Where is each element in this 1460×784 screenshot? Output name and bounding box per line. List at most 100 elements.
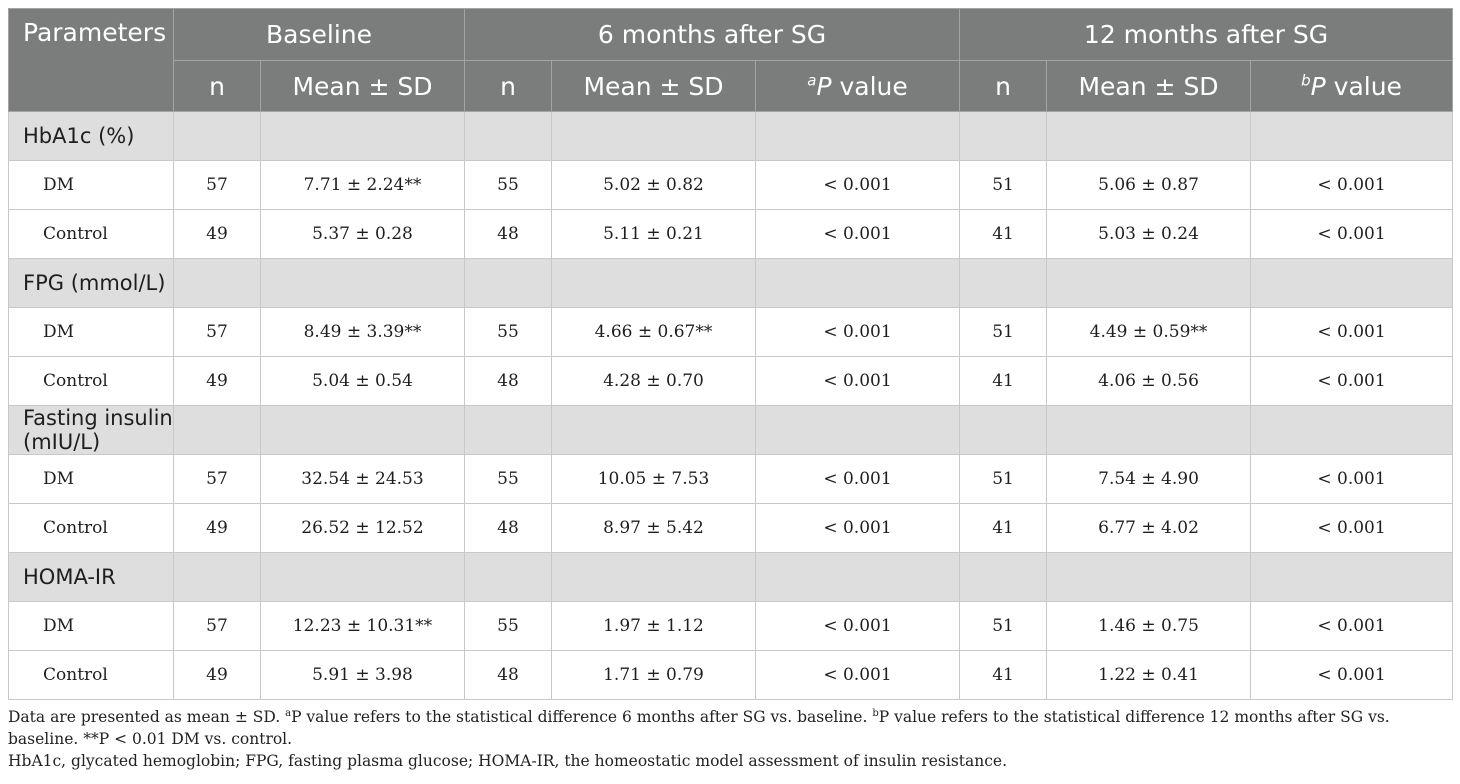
cell-b-mean: 5.91 ± 3.98 bbox=[260, 650, 465, 700]
row-label: DM bbox=[8, 160, 174, 210]
cell-b-n: 49 bbox=[173, 209, 261, 259]
cell-s-n: 48 bbox=[464, 209, 552, 259]
group-empty-cell bbox=[1046, 552, 1252, 602]
cell-t-n: 51 bbox=[959, 454, 1048, 504]
footnote-text-2: P value refers to the statistical differ… bbox=[291, 708, 873, 726]
header-12-months: 12 months after SG bbox=[959, 8, 1454, 61]
group-row: FPG (mmol/L) bbox=[8, 258, 1454, 308]
header-12m-p-word: value bbox=[1333, 71, 1402, 101]
cell-t-mean: 5.06 ± 0.87 bbox=[1046, 160, 1252, 210]
cell-s-mean: 4.28 ± 0.70 bbox=[551, 356, 756, 406]
cell-b-mean: 32.54 ± 24.53 bbox=[260, 454, 465, 504]
cell-b-mean: 12.23 ± 10.31** bbox=[260, 601, 465, 651]
cell-t-p: < 0.001 bbox=[1250, 503, 1454, 553]
header-12m-p-sup: b bbox=[1301, 71, 1311, 90]
cell-s-n: 55 bbox=[464, 160, 552, 210]
cell-b-n: 57 bbox=[173, 307, 261, 357]
group-empty-cell bbox=[173, 258, 261, 308]
row-label: DM bbox=[8, 601, 174, 651]
table-row: DM 57 8.49 ± 3.39** 55 4.66 ± 0.67** < 0.001 5… bbox=[8, 307, 1454, 357]
cell-t-p: < 0.001 bbox=[1250, 356, 1454, 406]
table-row: Control 49 5.04 ± 0.54 48 4.28 ± 0.70 < 0.001… bbox=[8, 356, 1454, 406]
group-empty-cell bbox=[959, 111, 1048, 161]
cell-s-mean: 1.71 ± 0.79 bbox=[551, 650, 756, 700]
cell-s-n: 55 bbox=[464, 307, 552, 357]
group-empty-cell bbox=[959, 552, 1048, 602]
cell-s-n: 48 bbox=[464, 356, 552, 406]
cell-t-n: 41 bbox=[959, 209, 1048, 259]
group-empty-cell bbox=[260, 258, 465, 308]
cell-s-p: < 0.001 bbox=[754, 356, 961, 406]
cell-b-mean: 26.52 ± 12.52 bbox=[260, 503, 465, 553]
header-6m-p-word: value bbox=[839, 71, 908, 101]
footnote-sup-a: a bbox=[285, 707, 292, 719]
cell-t-mean: 6.77 ± 4.02 bbox=[1046, 503, 1252, 553]
footnote-line-1: Data are presented as mean ± SD. aP valu… bbox=[8, 706, 1452, 750]
group-empty-cell bbox=[464, 258, 552, 308]
cell-b-n: 57 bbox=[173, 160, 261, 210]
header-12m-p: bP value bbox=[1250, 60, 1454, 112]
header-12m-n: n bbox=[959, 60, 1048, 112]
cell-t-n: 51 bbox=[959, 307, 1048, 357]
cell-b-mean: 5.37 ± 0.28 bbox=[260, 209, 465, 259]
group-empty-cell bbox=[173, 111, 261, 161]
header-row-top: Parameters Baseline 6 months after SG 12… bbox=[8, 8, 1454, 112]
group-empty-cell bbox=[551, 405, 756, 455]
group-empty-cell bbox=[1046, 111, 1252, 161]
row-label: DM bbox=[8, 454, 174, 504]
group-empty-cell bbox=[173, 552, 261, 602]
header-12m-mean: Mean ± SD bbox=[1046, 60, 1252, 112]
cell-t-mean: 5.03 ± 0.24 bbox=[1046, 209, 1252, 259]
group-empty-cell bbox=[959, 405, 1048, 455]
footnote-line-2: HbA1c, glycated hemoglobin; FPG, fasting… bbox=[8, 752, 1008, 770]
row-label: Control bbox=[8, 650, 174, 700]
table-row: Control 49 5.91 ± 3.98 48 1.71 ± 0.79 < 0.001… bbox=[8, 650, 1454, 700]
group-label: HbA1c (%) bbox=[8, 111, 174, 161]
group-empty-cell bbox=[173, 405, 261, 455]
table-row: DM 57 7.71 ± 2.24** 55 5.02 ± 0.82 < 0.001 51 5… bbox=[8, 160, 1454, 210]
group-row: HbA1c (%) bbox=[8, 111, 1454, 161]
table-row: Control 49 5.37 ± 0.28 48 5.11 ± 0.21 < 0.001… bbox=[8, 209, 1454, 259]
cell-s-mean: 10.05 ± 7.53 bbox=[551, 454, 756, 504]
group-empty-cell bbox=[260, 405, 465, 455]
group-row: HOMA-IR bbox=[8, 552, 1454, 602]
row-label: Control bbox=[8, 503, 174, 553]
group-empty-cell bbox=[1250, 258, 1454, 308]
cell-t-mean: 1.46 ± 0.75 bbox=[1046, 601, 1252, 651]
header-baseline-n: n bbox=[173, 60, 261, 112]
cell-s-p: < 0.001 bbox=[754, 209, 961, 259]
cell-t-n: 51 bbox=[959, 160, 1048, 210]
header-6m-p-letter: P bbox=[816, 71, 832, 101]
cell-s-mean: 8.97 ± 5.42 bbox=[551, 503, 756, 553]
header-baseline: Baseline bbox=[173, 8, 465, 61]
cell-s-n: 48 bbox=[464, 503, 552, 553]
cell-t-p: < 0.001 bbox=[1250, 307, 1454, 357]
group-empty-cell bbox=[464, 552, 552, 602]
group-empty-cell bbox=[1250, 111, 1454, 161]
group-empty-cell bbox=[551, 552, 756, 602]
group-empty-cell bbox=[1250, 552, 1454, 602]
group-empty-cell bbox=[551, 111, 756, 161]
group-empty-cell bbox=[1046, 405, 1252, 455]
cell-t-p: < 0.001 bbox=[1250, 454, 1454, 504]
cell-t-mean: 4.06 ± 0.56 bbox=[1046, 356, 1252, 406]
group-empty-cell bbox=[260, 552, 465, 602]
group-empty-cell bbox=[754, 405, 961, 455]
group-label: FPG (mmol/L) bbox=[8, 258, 174, 308]
header-6m-n: n bbox=[464, 60, 552, 112]
cell-t-n: 41 bbox=[959, 650, 1048, 700]
cell-t-n: 51 bbox=[959, 601, 1048, 651]
cell-s-p: < 0.001 bbox=[754, 503, 961, 553]
cell-s-n: 48 bbox=[464, 650, 552, 700]
cell-b-n: 57 bbox=[173, 601, 261, 651]
cell-s-p: < 0.001 bbox=[754, 601, 961, 651]
row-label: Control bbox=[8, 209, 174, 259]
table-row: Control 49 26.52 ± 12.52 48 8.97 ± 5.42 < 0.0… bbox=[8, 503, 1454, 553]
row-label: DM bbox=[8, 307, 174, 357]
table-row: DM 57 12.23 ± 10.31** 55 1.97 ± 1.12 < 0.001 5… bbox=[8, 601, 1454, 651]
cell-t-n: 41 bbox=[959, 356, 1048, 406]
header-6-months: 6 months after SG bbox=[463, 8, 961, 61]
cell-b-mean: 7.71 ± 2.24** bbox=[260, 160, 465, 210]
cell-b-n: 57 bbox=[173, 454, 261, 504]
cell-s-mean: 4.66 ± 0.67** bbox=[551, 307, 756, 357]
